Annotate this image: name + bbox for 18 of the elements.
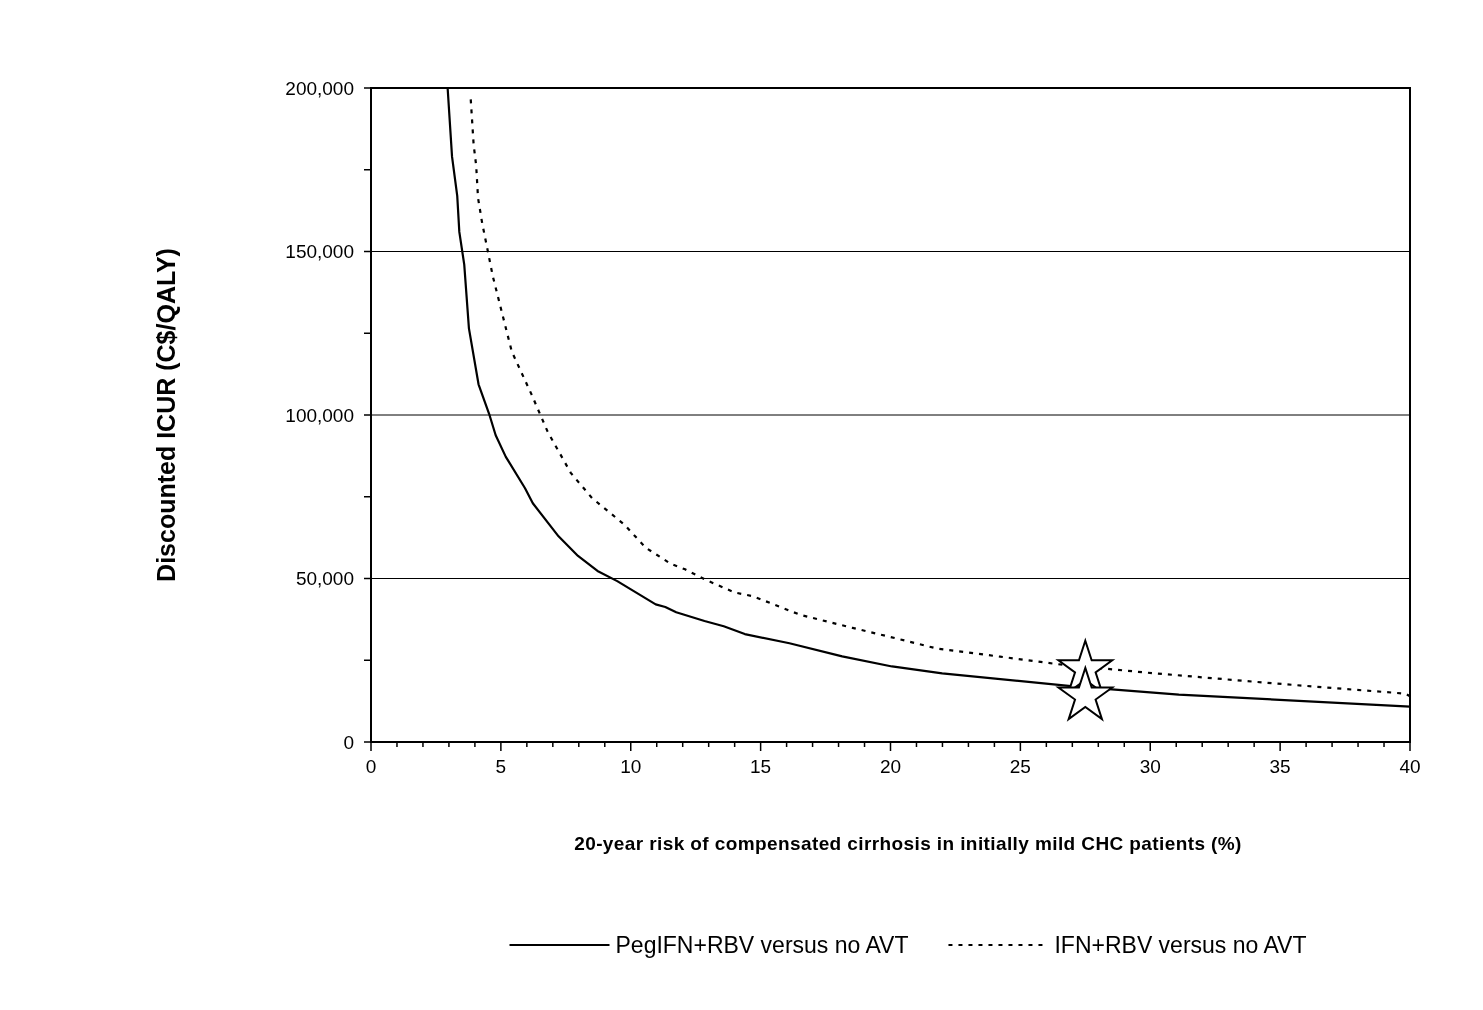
y-tick-label: 200,000: [285, 77, 354, 99]
x-tick-label: 5: [495, 756, 507, 777]
x-axis-title: 20-year risk of compensated cirrhosis in initially mild CHC patients (%): [574, 833, 1242, 854]
legend-label: PegIFN+RBV versus no AVT: [615, 932, 909, 959]
y-tick-label: 150,000: [285, 241, 354, 263]
x-tick-label: 0: [365, 756, 377, 777]
legend-label: IFN+RBV versus no AVT: [1054, 932, 1307, 959]
y-tick-label: 0: [343, 731, 354, 753]
x-tick-label: 25: [1009, 756, 1031, 777]
x-tick-label: 15: [750, 756, 772, 777]
x-tick-label: 40: [1399, 756, 1421, 777]
y-tick-label: 50,000: [295, 568, 354, 590]
x-tick-label: 35: [1269, 756, 1291, 777]
y-axis-title: Discounted ICUR (C$/QALY): [152, 248, 180, 582]
x-tick-label: 20: [879, 756, 902, 777]
y-tick-label: 100,000: [285, 404, 354, 426]
x-tick-label: 30: [1139, 756, 1161, 777]
x-tick-label: 10: [620, 756, 642, 777]
